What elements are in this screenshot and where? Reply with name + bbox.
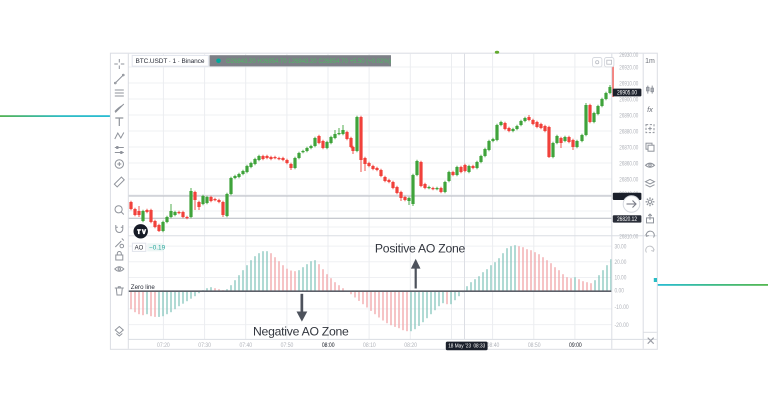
svg-text:Positive AO Zone: Positive AO Zone (375, 241, 466, 255)
svg-text:26860.00: 26860.00 (619, 161, 638, 167)
svg-text:0.00: 0.00 (614, 289, 624, 295)
svg-text:07:20: 07:20 (157, 342, 170, 349)
svg-text:26810.00: 26810.00 (619, 235, 638, 241)
svg-text:−0.19: −0.19 (149, 245, 166, 252)
svg-text:30.00: 30.00 (614, 244, 626, 250)
svg-text:1m: 1m (645, 58, 655, 65)
svg-text:26905.00: 26905.00 (617, 90, 638, 96)
svg-text:26820.12: 26820.12 (617, 217, 638, 223)
svg-text:08:20: 08:20 (404, 342, 417, 349)
svg-text:-20.00: -20.00 (615, 323, 630, 329)
svg-text:-10.00: -10.00 (615, 305, 630, 311)
svg-text:AO: AO (135, 246, 144, 252)
svg-text:fx: fx (647, 105, 653, 114)
svg-text:08:10: 08:10 (363, 342, 376, 349)
svg-text:O26843.20 H26854.70 L26843.20: O26843.20 H26854.70 L26843.20 C26854.70 … (226, 59, 391, 65)
svg-text:18 May ’23 08:33: 18 May ’23 08:33 (448, 344, 485, 350)
svg-text:08:40: 08:40 (487, 342, 500, 349)
svg-text:07:40: 07:40 (239, 342, 252, 349)
svg-text:09:00: 09:00 (569, 342, 582, 349)
svg-text:26900.00: 26900.00 (619, 97, 638, 103)
svg-text:BTC.USDT · 1 · Binance: BTC.USDT · 1 · Binance (136, 58, 205, 65)
svg-text:08:50: 08:50 (528, 342, 541, 349)
svg-text:26870.00: 26870.00 (619, 145, 638, 151)
svg-text:26880.00: 26880.00 (619, 129, 638, 135)
svg-text:Negative AO Zone: Negative AO Zone (253, 324, 349, 338)
svg-text:08:00: 08:00 (322, 342, 335, 349)
svg-text:10.00: 10.00 (614, 276, 626, 282)
svg-text:26890.00: 26890.00 (619, 113, 638, 119)
svg-text:26920.00: 26920.00 (619, 65, 638, 71)
svg-text:07:50: 07:50 (281, 342, 294, 349)
svg-text:07:30: 07:30 (198, 342, 211, 349)
svg-text:20.00: 20.00 (614, 260, 626, 266)
svg-text:26930.00: 26930.00 (619, 53, 638, 59)
svg-text:26850.00: 26850.00 (619, 177, 638, 183)
svg-text:26910.00: 26910.00 (619, 81, 638, 87)
svg-text:Zero line: Zero line (131, 284, 156, 291)
